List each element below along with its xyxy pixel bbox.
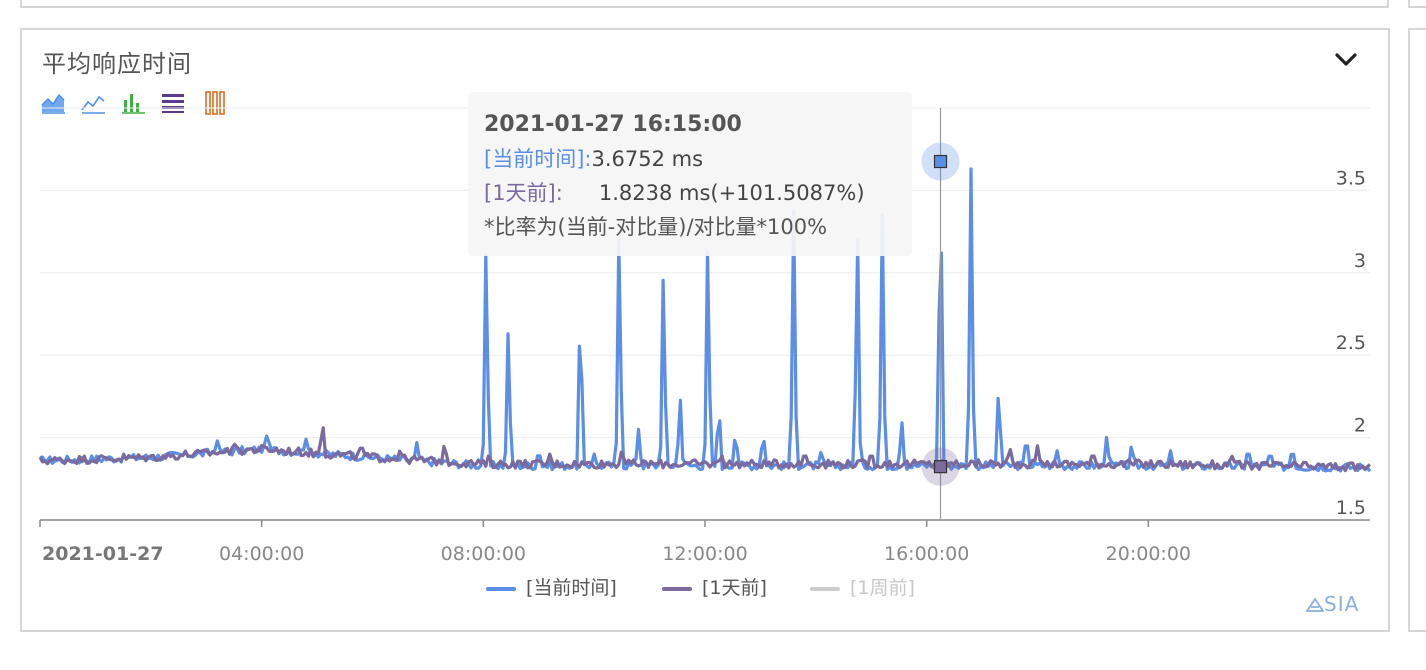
tooltip-prev-label: [1天前]: xyxy=(484,181,563,205)
tooltip-prev-row: [1天前]: 1.8238 ms(+101.5087%) xyxy=(484,176,896,210)
stacked-columns-icon[interactable] xyxy=(202,90,228,116)
x-axis: 2021-01-27 04:00:00 08:00:00 12:00:00 16:00:… xyxy=(39,519,1370,565)
right-panel-frame xyxy=(1408,28,1426,632)
x-tick-label-3: 12:00:00 xyxy=(662,543,747,565)
y-tick-label-2: 2.5 xyxy=(1336,332,1366,354)
hover-indicator xyxy=(921,108,960,520)
y-tick-label-3: 3 xyxy=(1354,250,1366,272)
y-tick-label-0: 1.5 xyxy=(1336,497,1366,519)
chevron-down-icon[interactable] xyxy=(1332,46,1360,74)
line-chart-icon[interactable] xyxy=(80,90,106,116)
upper-panel-frame xyxy=(20,0,1389,8)
upper-right-panel-frame xyxy=(1408,0,1426,8)
tooltip-time: 2021-01-27 16:15:00 xyxy=(484,112,742,137)
x-tick-label-0: 2021-01-27 xyxy=(42,543,164,565)
x-tick-label-4: 16:00:00 xyxy=(884,543,969,565)
y-axis: 1.5 2 2.5 3 3.5 xyxy=(1336,167,1366,519)
legend-item-1week[interactable]: [1周前] xyxy=(810,574,915,602)
x-tick-label-5: 20:00:00 xyxy=(1106,543,1191,565)
tooltip: 2021-01-27 16:15:00 [当前时间]:3.6752 ms [1天… xyxy=(468,92,912,256)
legend-item-current[interactable]: [当前时间] xyxy=(486,574,617,602)
panel-title: 平均响应时间 xyxy=(42,50,192,78)
legend-label-1day: [1天前] xyxy=(702,577,767,599)
brand-triangle-icon xyxy=(1305,597,1325,612)
brand-logo: SIA xyxy=(1305,592,1360,616)
tooltip-note: *比率为(当前-对比量)/对比量*100% xyxy=(484,215,828,239)
tooltip-current-row: [当前时间]:3.6752 ms xyxy=(484,142,896,176)
legend-item-1day[interactable]: [1天前] xyxy=(662,574,767,602)
legend-label-1week: [1周前] xyxy=(850,577,915,599)
x-tick-label-2: 08:00:00 xyxy=(441,543,526,565)
legend-swatch-1day xyxy=(662,586,692,591)
x-tick-label-1: 04:00:00 xyxy=(219,543,304,565)
hover-point-1 xyxy=(933,460,948,474)
legend-swatch-1week xyxy=(810,586,840,591)
tooltip-prev-value: 1.8238 ms(+101.5087%) xyxy=(598,181,865,205)
series-line-1 xyxy=(38,426,1372,473)
y-tick-label-1: 2 xyxy=(1354,415,1366,437)
legend-swatch-current xyxy=(486,586,516,591)
hover-point-0 xyxy=(933,154,948,169)
tooltip-current-label: [当前时间]: xyxy=(484,147,592,171)
brand-text: SIA xyxy=(1324,592,1360,616)
tooltip-current-value: 3.6752 ms xyxy=(591,147,704,171)
y-tick-label-4: 3.5 xyxy=(1336,167,1366,189)
legend-label-current: [当前时间] xyxy=(526,577,617,599)
series-line-0 xyxy=(39,167,1372,473)
series-lines xyxy=(38,167,1372,473)
